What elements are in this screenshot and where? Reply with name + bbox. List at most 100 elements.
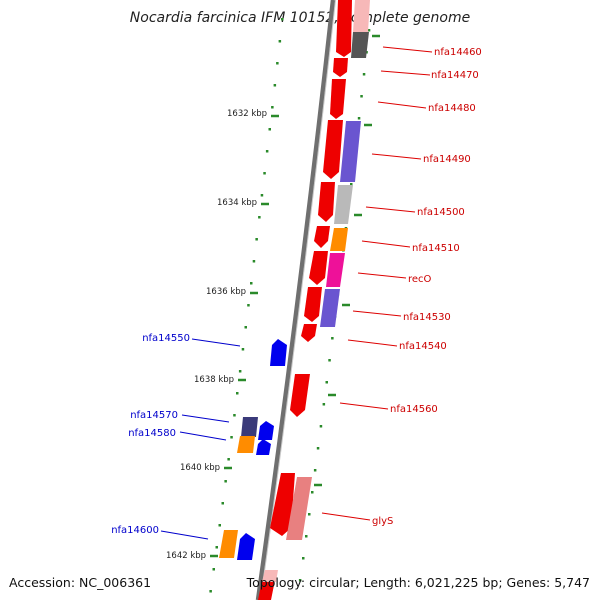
genome-title: Nocardia farcinica IFM 10152, complete g… — [129, 10, 471, 26]
gene-arrow[interactable] — [270, 473, 295, 536]
scale-dot — [311, 491, 314, 494]
scale-dot — [276, 62, 279, 65]
scale-dot — [268, 128, 271, 131]
scale-dot — [328, 359, 331, 362]
gene-arrow[interactable] — [304, 287, 322, 322]
scale-dot — [244, 326, 247, 329]
gene-arrow[interactable] — [258, 421, 274, 440]
scale-ticks: 1632 kbp 1634 kbp 1636 kbp 1638 kbp 1640… — [166, 34, 380, 561]
gene-arrow[interactable] — [323, 120, 343, 179]
tick-label: 1640 kbp — [180, 463, 220, 473]
tick-label: 1636 kbp — [206, 287, 246, 297]
scale-dot — [302, 557, 305, 560]
gene-label-nfa14600[interactable]: nfa14600 — [111, 525, 159, 536]
gene-block[interactable] — [237, 436, 255, 453]
gene-arrow[interactable] — [290, 374, 310, 417]
gene-block[interactable] — [351, 32, 369, 58]
reverse-strand-genes — [219, 339, 287, 560]
scale-dot — [322, 403, 326, 406]
gene-label-nfa14500[interactable]: nfa14500 — [417, 207, 465, 218]
scale-dot — [357, 117, 361, 120]
gene-label-nfa14560[interactable]: nfa14560 — [390, 404, 438, 415]
scale-dot — [227, 458, 230, 461]
gene-label-glyS[interactable]: glyS — [372, 516, 393, 527]
scale-dot — [233, 414, 236, 417]
scale-dot — [258, 216, 261, 219]
gene-label-nfa14580[interactable]: nfa14580 — [128, 428, 176, 439]
gene-block[interactable] — [353, 0, 370, 32]
scale-dot — [252, 260, 256, 263]
gene-label-nfa14470[interactable]: nfa14470 — [431, 70, 479, 81]
gene-arrow[interactable] — [301, 324, 317, 342]
gene-arrow[interactable] — [318, 182, 335, 222]
scale-dot — [255, 238, 258, 241]
right-leaders — [321, 46, 433, 521]
scale-dot — [313, 469, 317, 472]
gene-block[interactable] — [320, 289, 340, 327]
tick-label: 1638 kbp — [194, 375, 234, 385]
scale-dot — [298, 579, 302, 582]
scale-dot — [360, 95, 363, 98]
gene-label-nfa14570[interactable]: nfa14570 — [130, 410, 178, 421]
scale-dot — [263, 172, 266, 175]
tick-label: 1634 kbp — [217, 198, 257, 208]
gene-arrow[interactable] — [256, 439, 271, 455]
scale-dot — [265, 150, 269, 153]
gene-arrow[interactable] — [333, 58, 348, 77]
scale-dot — [236, 392, 239, 395]
tick-label: 1642 kbp — [166, 551, 206, 561]
forward-secondary-genes — [262, 0, 370, 582]
gene-arrow[interactable] — [270, 339, 287, 366]
gene-arrow[interactable] — [237, 533, 255, 560]
gene-block[interactable] — [340, 121, 361, 182]
scale-dot — [281, 18, 284, 21]
tick-label: 1632 kbp — [227, 109, 267, 119]
scale-dot — [367, 29, 371, 32]
scale-dot — [319, 425, 323, 428]
gene-arrow[interactable] — [314, 226, 330, 248]
gene-label-nfa14480[interactable]: nfa14480 — [428, 103, 476, 114]
gene-label-nfa14550[interactable]: nfa14550 — [142, 333, 190, 344]
accession-label: Accession: NC_006361 — [9, 575, 152, 590]
gene-label-nfa14530[interactable]: nfa14530 — [403, 312, 451, 323]
gene-arrow[interactable] — [258, 580, 275, 600]
scale-dot — [305, 535, 308, 538]
gene-label-recO[interactable]: recO — [408, 274, 432, 285]
gene-label-nfa14510[interactable]: nfa14510 — [412, 243, 460, 254]
gene-arrow[interactable] — [309, 251, 328, 285]
gene-arrow[interactable] — [336, 0, 352, 57]
scale-dot — [331, 337, 334, 340]
gene-label-nfa14460[interactable]: nfa14460 — [434, 47, 482, 58]
right-gene-labels: nfa14460 nfa14470 nfa14480 nfa14490 nfa1… — [372, 47, 482, 527]
gene-label-nfa14490[interactable]: nfa14490 — [423, 154, 471, 165]
scale-dot — [350, 183, 353, 186]
scale-dot — [316, 447, 320, 450]
gene-block[interactable] — [334, 185, 353, 224]
gene-block[interactable] — [219, 530, 238, 558]
left-leaders — [160, 338, 241, 540]
scale-dot — [224, 480, 227, 483]
scale-dot — [271, 106, 274, 109]
scale-dot — [212, 568, 215, 571]
scale-dot — [218, 524, 221, 527]
gene-block[interactable] — [330, 228, 348, 251]
gene-block[interactable] — [241, 417, 258, 437]
scale-dot — [273, 84, 277, 87]
scale-dot — [308, 513, 311, 516]
gene-arrow[interactable] — [330, 79, 346, 119]
gene-label-nfa14540[interactable]: nfa14540 — [399, 341, 447, 352]
forward-strand-genes — [258, 0, 352, 600]
gene-block[interactable] — [262, 570, 278, 582]
scale-dot — [230, 436, 233, 439]
scale-dot — [325, 381, 328, 384]
scale-dot — [362, 73, 366, 76]
scale-dot — [215, 546, 218, 549]
scale-dot — [238, 370, 242, 373]
left-gene-labels: nfa14550 nfa14570 nfa14580 nfa14600 — [111, 333, 190, 536]
gene-block[interactable] — [326, 253, 345, 287]
scale-dot — [278, 40, 282, 43]
chromosome-backbone — [255, 0, 336, 600]
gene-block[interactable] — [286, 477, 312, 540]
scale-dot — [260, 194, 264, 197]
